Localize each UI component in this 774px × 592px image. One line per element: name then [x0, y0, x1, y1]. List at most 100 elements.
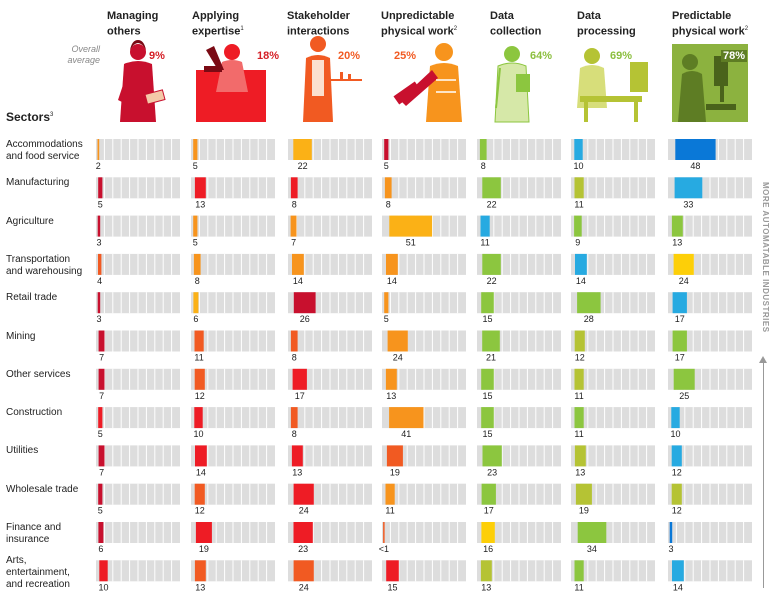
- value-bar: [98, 330, 105, 352]
- sector-label-line: Other services: [6, 368, 71, 380]
- avg-pct-managing: 9%: [149, 50, 165, 62]
- value-bar: [98, 522, 104, 543]
- value-label: 14: [673, 582, 683, 592]
- value-bar: [99, 560, 108, 582]
- value-label: 5: [384, 314, 389, 324]
- value-bar: [577, 292, 601, 314]
- value-bar: [669, 522, 673, 543]
- value-label: 25: [679, 391, 689, 401]
- value-label: 15: [482, 391, 492, 401]
- waiter-tray-figure: [303, 36, 362, 122]
- value-bar: [482, 253, 501, 275]
- sector-label-line: Wholesale trade: [6, 483, 79, 495]
- value-bar: [98, 177, 103, 199]
- value-bar: [674, 177, 703, 199]
- value-label: 24: [299, 506, 309, 516]
- overall-average-label: Overall average: [67, 44, 100, 65]
- value-bar: [574, 330, 585, 352]
- sector-label: Wholesale trade: [6, 484, 98, 496]
- sector-label-line: and recreation: [6, 579, 70, 591]
- column-title-line1: Stakeholder: [287, 10, 350, 22]
- value-bar: [574, 560, 584, 582]
- value-bar: [98, 407, 103, 429]
- value-label: 24: [299, 582, 309, 592]
- automatable-arrow-line: [763, 360, 764, 588]
- value-bar: [482, 177, 501, 199]
- value-label: 14: [387, 276, 397, 286]
- value-label: 23: [298, 544, 308, 554]
- value-label: 24: [393, 353, 403, 363]
- value-bar: [577, 522, 607, 543]
- value-bar: [98, 253, 102, 275]
- value-label: 5: [384, 161, 389, 171]
- value-label: 8: [195, 276, 200, 286]
- value-bar: [480, 215, 490, 237]
- column-title-line2: others: [107, 25, 141, 38]
- value-label: 48: [690, 161, 700, 171]
- value-bar: [290, 177, 298, 199]
- value-bar: [293, 522, 313, 543]
- value-label: 51: [406, 238, 416, 248]
- avg-pct-predictable: 78%: [721, 50, 748, 62]
- column-title-line2: collection: [490, 25, 542, 38]
- value-label: 5: [193, 161, 198, 171]
- sector-label-line: Mining: [6, 330, 36, 342]
- sector-label: Mining: [6, 331, 98, 343]
- value-label: 9: [575, 238, 580, 248]
- value-label: 22: [298, 161, 308, 171]
- value-label: 15: [482, 429, 492, 439]
- value-label: 14: [293, 276, 303, 286]
- value-bar: [385, 483, 395, 505]
- value-bar: [673, 253, 694, 275]
- value-label: 13: [195, 582, 205, 592]
- value-bar: [481, 407, 494, 429]
- avg-pct-unpredictable: 25%: [394, 50, 417, 62]
- value-bar: [671, 407, 680, 429]
- value-bar: [673, 368, 695, 390]
- sector-label-line: Retail trade: [6, 292, 58, 304]
- value-label: 7: [99, 467, 104, 477]
- value-label: 10: [193, 429, 203, 439]
- value-label: 16: [483, 544, 493, 554]
- value-label: 8: [386, 199, 391, 209]
- value-label: 33: [683, 199, 693, 209]
- value-bar: [481, 292, 494, 314]
- value-label: 3: [668, 544, 673, 554]
- column-header-unpredictable-physical-work: Unpredictable physical work2: [381, 10, 457, 39]
- value-label: 8: [481, 161, 486, 171]
- column-title-line1: Unpredictable: [381, 10, 455, 22]
- column-title-line1: Managing: [107, 10, 159, 22]
- column-header-applying-expertise: Applying expertise1: [192, 10, 244, 39]
- sector-label-line: Arts,: [6, 555, 27, 567]
- value-bar: [194, 560, 206, 582]
- value-bar: [574, 177, 584, 199]
- value-label: 17: [295, 391, 305, 401]
- value-label: 12: [195, 506, 205, 516]
- value-label: 12: [672, 506, 682, 516]
- value-label: 19: [390, 467, 400, 477]
- value-bar: [479, 139, 487, 160]
- value-label: 7: [99, 353, 104, 363]
- value-label: 6: [98, 544, 103, 554]
- column-title-line2: processing: [577, 25, 636, 38]
- sector-label: Construction: [6, 407, 98, 419]
- value-bar: [383, 522, 385, 543]
- sector-label-line: Utilities: [6, 445, 39, 457]
- value-label: 21: [486, 353, 496, 363]
- value-bar: [574, 368, 584, 390]
- value-label: 5: [98, 199, 103, 209]
- sector-label: Accommodations and food service: [6, 139, 98, 163]
- value-label: 23: [487, 467, 497, 477]
- value-label: 13: [481, 582, 491, 592]
- arrow-up-icon: [759, 356, 767, 363]
- value-bar: [98, 368, 105, 390]
- value-label: 4: [97, 276, 102, 286]
- sector-label: Manufacturing: [6, 177, 98, 189]
- value-label: 17: [484, 506, 494, 516]
- sector-label: Agriculture: [6, 216, 98, 228]
- sector-label-line: and food service: [6, 151, 80, 162]
- worker-chainsaw-figure: [393, 43, 462, 122]
- value-bar: [384, 177, 392, 199]
- value-bar: [193, 253, 201, 275]
- value-bar: [387, 330, 408, 352]
